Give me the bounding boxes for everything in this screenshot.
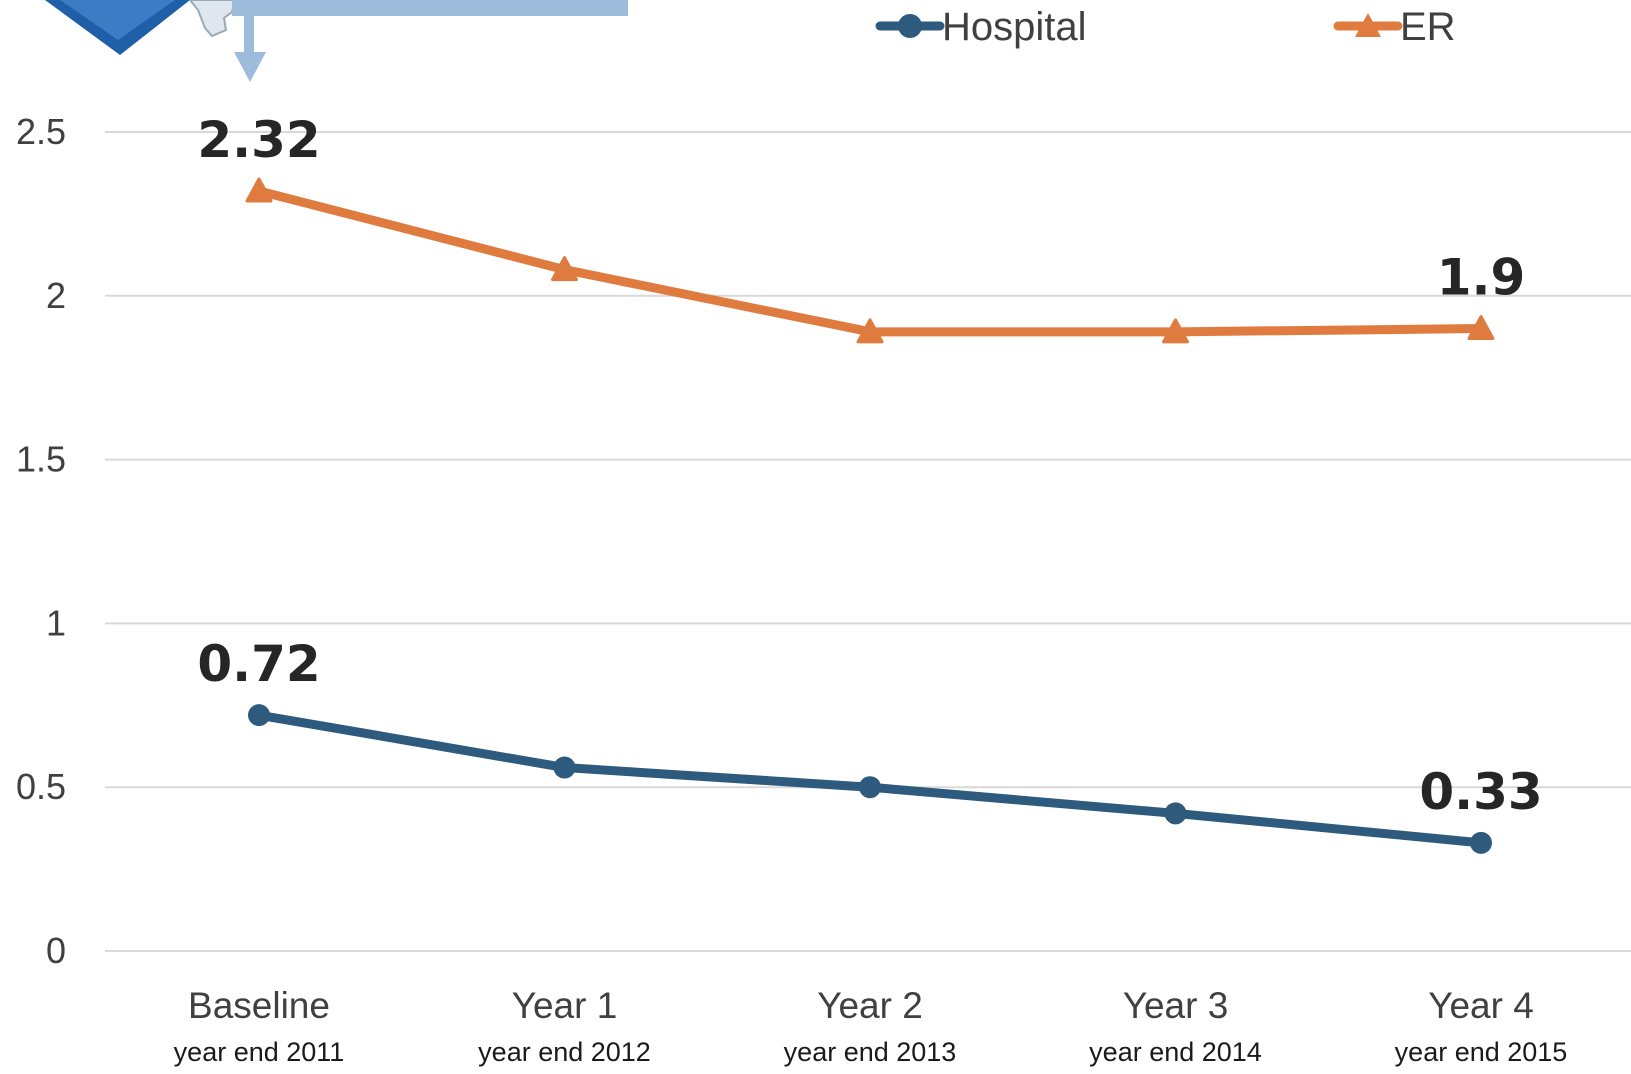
gridlines <box>105 131 1631 952</box>
data-point-hospital <box>553 756 576 779</box>
legend-label-hospital: Hospital <box>942 5 1087 49</box>
data-point-er <box>1162 318 1189 344</box>
data-point-er <box>245 177 273 203</box>
series-line-er <box>254 186 1486 337</box>
data-point-hospital <box>248 704 270 727</box>
legend-marker-hospital <box>898 14 922 38</box>
x-tick-label: Year 3 <box>1123 985 1229 1026</box>
x-tick-sublabel: year end 2012 <box>478 1037 651 1067</box>
data-point-hospital <box>1470 831 1492 854</box>
x-axis-ticks: Baseline year end 2011 Year 1 year end 2012… <box>174 985 1568 1067</box>
y-tick-label: 2.5 <box>16 111 66 152</box>
x-tick-sublabel: year end 2015 <box>1395 1037 1568 1067</box>
x-tick-sublabel: year end 2011 <box>174 1037 345 1067</box>
y-tick-label: 1.5 <box>16 439 66 480</box>
series-layer <box>245 177 1495 854</box>
y-tick-label: 0.5 <box>16 766 66 807</box>
x-tick-sublabel: year end 2014 <box>1089 1037 1262 1067</box>
legend-label-er: ER <box>1400 5 1456 49</box>
data-label: 0.72 <box>197 635 320 693</box>
data-label: 2.32 <box>197 111 320 169</box>
y-axis-ticks: 0 0.5 1 1.5 2 2.5 <box>16 111 66 971</box>
y-tick-label: 2 <box>46 275 66 316</box>
y-tick-label: 0 <box>46 930 66 971</box>
x-tick-label: Year 4 <box>1428 985 1534 1026</box>
data-point-er <box>551 256 578 282</box>
data-point-er <box>1467 315 1495 341</box>
data-point-hospital <box>1164 802 1187 825</box>
y-tick-label: 1 <box>46 602 66 643</box>
legend: Hospital ER <box>875 5 1456 49</box>
data-point-hospital <box>859 776 881 799</box>
x-tick-label: Year 1 <box>512 985 618 1026</box>
legend-marker-er <box>1355 13 1381 37</box>
x-tick-label: Baseline <box>188 985 330 1026</box>
x-tick-label: Year 2 <box>817 985 923 1026</box>
data-label: 1.9 <box>1437 249 1526 307</box>
callout-box <box>232 0 628 16</box>
x-tick-sublabel: year end 2013 <box>784 1037 957 1067</box>
data-label: 0.33 <box>1419 763 1542 821</box>
data-labels: 0.72 0.33 2.32 1.9 <box>197 111 1542 821</box>
data-point-er <box>856 318 884 344</box>
logo-icon <box>45 0 237 55</box>
down-arrow-icon <box>234 16 266 82</box>
